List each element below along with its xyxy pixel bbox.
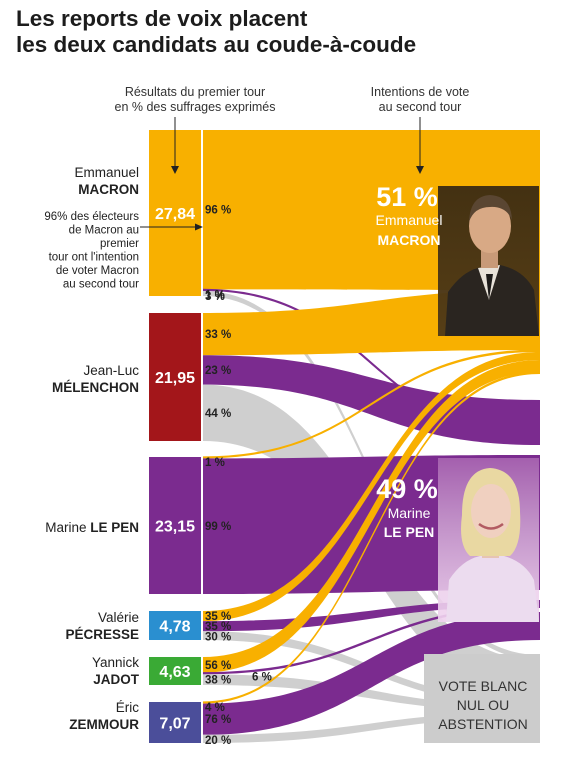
annotation-arrowhead-icon: [195, 223, 203, 231]
target-value-lepen: 49 %: [376, 474, 438, 504]
annotation-line-2: de Macron au: [69, 225, 139, 237]
chart-title: Les reports de voix placent les deux can…: [16, 6, 566, 58]
flow-line-lepen-to-macron: [202, 349, 541, 458]
annotation-line-6: au second tour: [63, 279, 139, 291]
source-first-name-lepen: Marine: [45, 520, 90, 535]
source-first-name-macron: Emmanuel: [74, 165, 139, 180]
first-round-arrow-icon: [171, 117, 179, 174]
flow-label-pecresse-to-macron: 35 %: [205, 611, 231, 623]
target-bars: [424, 654, 540, 743]
source-bar-zemmour: [149, 702, 201, 743]
labels-layer: Résultats du premier tour en % des suffr…: [44, 85, 527, 747]
flow-label-melenchon-to-blank: 44 %: [205, 408, 231, 420]
flow-label-melenchon-to-macron: 33 %: [205, 329, 231, 341]
source-bar-jadot: [149, 657, 201, 685]
annotation-line-5: de voter Macron: [56, 265, 139, 277]
annotation-line-1: 96% des électeurs: [44, 211, 139, 223]
flow-label-jadot-to-lepen: 6 %: [252, 672, 272, 684]
flow-macron-to-lepen: [203, 289, 540, 438]
flow-label-jadot-to-blank: 38 %: [205, 674, 231, 686]
lepen-portrait-image: [438, 458, 539, 622]
source-value-zemmour: 7,07: [159, 716, 190, 733]
source-bar-melenchon: [149, 313, 201, 441]
target-value-macron: 51 %: [376, 182, 438, 212]
source-last-name-pecresse: PÉCRESSE: [65, 627, 139, 642]
source-value-lepen: 23,15: [155, 519, 195, 536]
source-bars: [149, 130, 203, 743]
second-round-arrow-icon: [416, 117, 424, 174]
chart-title-line-1: Les reports de voix placent: [16, 6, 308, 31]
target-last-name-macron: MACRON: [378, 232, 441, 248]
source-first-name-zemmour: Éric: [116, 700, 139, 715]
source-last-name-jadot: JADOT: [93, 672, 140, 687]
flow-label-lepen-to-macron: 1 %: [205, 457, 225, 469]
target-blank-line-2: NUL OU: [457, 697, 509, 713]
source-value-jadot: 4,63: [159, 664, 190, 681]
flow-label-zemmour-to-blank: 20 %: [205, 735, 231, 747]
source-last-name-melenchon: MÉLENCHON: [52, 380, 139, 395]
source-value-melenchon: 21,95: [155, 370, 195, 387]
macron-portrait-image: [438, 186, 539, 336]
flow-jadot-to-lepen: [203, 606, 540, 675]
blank-target-block: [424, 654, 540, 743]
target-last-name-lepen: LE PEN: [384, 524, 435, 540]
source-last-name-zemmour: ZEMMOUR: [69, 717, 139, 732]
flow-label-zemmour-to-lepen: 76 %: [205, 714, 231, 726]
annotation-line-3: premier: [100, 238, 139, 250]
flow-label-pecresse-to-blank: 30 %: [205, 631, 231, 643]
source-bar-pecresse: [149, 611, 201, 640]
second-round-header-line-1: Intentions de vote: [371, 85, 470, 99]
target-first-name-lepen: Marine: [388, 505, 431, 521]
flow-pecresse-to-macron: [203, 352, 540, 622]
flow-label-melenchon-to-lepen: 23 %: [205, 365, 231, 377]
flow-layer: [202, 130, 541, 743]
source-first-name-melenchon: Jean-Luc: [83, 363, 139, 378]
target-blank-line-3: ABSTENTION: [438, 716, 527, 732]
flow-label-pecresse-to-lepen: 35 %: [205, 621, 231, 633]
annotation-line-4: tour ont l'intention: [49, 252, 139, 264]
first-round-header-line-1: Résultats du premier tour: [125, 85, 265, 99]
macron-annotation: 96% des électeurs de Macron au premier t…: [44, 211, 203, 291]
source-name-lepen: Marine LE PEN: [45, 520, 139, 535]
flow-label-macron-to-blank: 3 %: [205, 291, 225, 303]
source-last-name-lepen: LE PEN: [90, 520, 139, 535]
first-round-header-line-2: en % des suffrages exprimés: [115, 100, 276, 114]
candidate-photos: [438, 186, 539, 622]
second-round-header-line-2: au second tour: [379, 100, 462, 114]
source-last-name-macron: MACRON: [78, 182, 139, 197]
target-blank-line-1: VOTE BLANC: [439, 678, 528, 694]
flow-label-macron-to-lepen: 1 %: [205, 289, 225, 301]
source-value-macron: 27,84: [155, 206, 195, 223]
chart-title-line-2: les deux candidats au coude-à-coude: [16, 32, 417, 57]
source-first-name-pecresse: Valérie: [98, 610, 139, 625]
flow-melenchon-to-lepen: [203, 355, 540, 445]
flow-label-macron-to-macron: 96 %: [205, 205, 231, 217]
flow-jadot-to-macron: [203, 360, 540, 673]
source-bar-lepen: [149, 457, 201, 594]
flow-label-jadot-to-macron: 56 %: [205, 660, 231, 672]
source-first-name-jadot: Yannick: [92, 655, 139, 670]
flow-line-zemmour-to-macron: [202, 371, 541, 703]
target-first-name-macron: Emmanuel: [376, 212, 443, 228]
flow-jadot-to-blank: [203, 674, 540, 712]
flow-label-zemmour-to-macron: 4 %: [205, 702, 225, 714]
flow-label-lepen-to-lepen: 99 %: [205, 521, 231, 533]
source-value-pecresse: 4,78: [159, 619, 190, 636]
flow-zemmour-to-lepen: [203, 612, 540, 735]
